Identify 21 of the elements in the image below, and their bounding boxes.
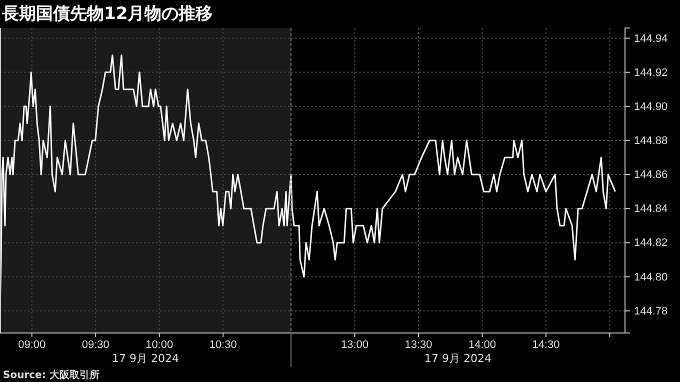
chart-title: 長期国債先物12月物の推移 — [1, 4, 213, 24]
y-tick-label: 144.90 — [634, 100, 668, 113]
y-tick-label: 144.82 — [634, 237, 668, 250]
y-tick-label: 144.92 — [634, 66, 668, 79]
text: 17 9月 2024 — [424, 352, 492, 365]
y-tick-label: 144.86 — [634, 169, 668, 182]
y-tick-label: 144.84 — [634, 203, 668, 216]
x-tick-label: 10:00 — [146, 338, 174, 351]
x-tick-label: 10:30 — [209, 338, 237, 351]
x-tick-label: 09:30 — [82, 338, 110, 351]
y-tick-label: 144.94 — [634, 32, 668, 45]
y-tick-label: 144.78 — [634, 305, 668, 318]
y-tick-label: 144.88 — [634, 134, 668, 147]
source-note: Source: 大阪取引所 — [3, 369, 100, 381]
x-tick-label: 09:00 — [18, 338, 46, 351]
text: 17 9月 2024 — [112, 352, 180, 365]
y-tick-label: 144.80 — [634, 271, 668, 284]
x-tick-label: 14:00 — [468, 338, 496, 351]
x-tick-label: 13:00 — [340, 338, 369, 351]
x-tick-label: 13:30 — [404, 338, 432, 351]
x-tick-label: 14:30 — [532, 338, 560, 351]
